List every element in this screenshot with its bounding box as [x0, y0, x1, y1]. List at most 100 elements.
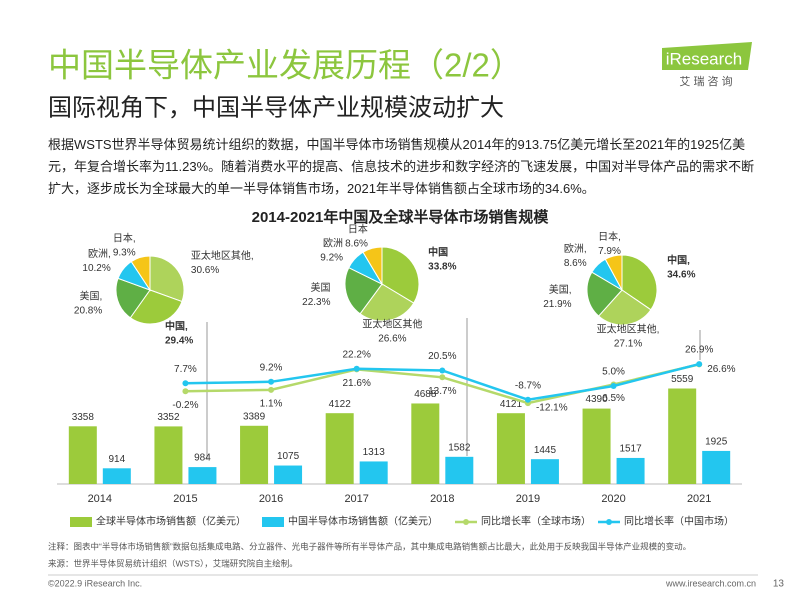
line-marker [182, 380, 189, 387]
pie-slice [604, 254, 623, 291]
bar [702, 450, 731, 484]
pie-slice [129, 289, 183, 325]
bar [411, 403, 440, 484]
x-tick-label: 2014 [88, 493, 112, 505]
x-tick-label: 2017 [344, 493, 368, 505]
bar-value-label: 1075 [277, 451, 300, 462]
copyright: ©2022.9 iResearch Inc. [48, 578, 142, 588]
pie-category-label: 亚太地区其他, [191, 249, 254, 262]
bar [496, 413, 525, 484]
x-tick-label: 2018 [430, 493, 454, 505]
line-value-label: -12.1% [536, 403, 568, 414]
line-value-label: 13.7% [428, 386, 456, 397]
bar-value-label: 4688 [414, 389, 437, 400]
pie-category-label: 中国, [165, 320, 188, 333]
line-value-label: 9.2% [260, 362, 283, 373]
pie-value-label: 7.9% [598, 246, 621, 257]
pie-value-label: 26.6% [378, 334, 406, 345]
line-marker [182, 388, 189, 395]
line-value-label: 26.6% [707, 364, 735, 375]
line-value-label: 6.5% [602, 393, 625, 404]
pie-slice [621, 254, 658, 311]
x-tick-label: 2015 [173, 493, 197, 505]
legend-swatch [70, 517, 92, 527]
pie-category-label: 日本, [113, 232, 136, 245]
bar [102, 468, 131, 484]
line-value-label: 26.9% [685, 345, 713, 356]
bar-value-label: 1445 [534, 445, 557, 456]
pie-value-label: 9.2% [320, 252, 343, 263]
bar [154, 426, 183, 484]
bar [616, 457, 645, 484]
pie-value-label: 21.9% [543, 299, 571, 310]
pie-value-label: 8.6% [564, 258, 587, 269]
line-marker [696, 361, 703, 368]
pie-value-label: 22.3% [302, 297, 330, 308]
line-value-label: 21.6% [343, 378, 371, 389]
pie-value-label: 30.6% [191, 265, 219, 276]
bar [582, 408, 611, 484]
website: www.iresearch.com.cn [665, 578, 756, 588]
pie-slice [359, 283, 415, 322]
note: 注释：图表中“半导体市场销售额”数据包括集成电路、分立器件、光电子器件等所有半导… [48, 541, 691, 551]
bar-value-label: 3352 [157, 412, 180, 423]
line-value-label: -0.2% [172, 400, 198, 411]
pie-value-label: 33.8% [428, 262, 456, 273]
logo: iResearch [666, 49, 743, 68]
bar [274, 465, 303, 484]
pie-value-label: 8.6% [345, 238, 368, 249]
legend-swatch [262, 517, 284, 527]
pie-slice [362, 246, 383, 286]
pie-category-label: 亚太地区其他, [597, 322, 660, 335]
x-tick-label: 2016 [259, 493, 283, 505]
legend-label: 全球半导体市场销售额（亿美元） [96, 515, 246, 528]
legend-swatch [606, 519, 612, 525]
legend-label: 同比增长率（中国市场） [624, 515, 734, 528]
pie-category-label: 中国 [428, 246, 448, 259]
pie-value-label: 29.4% [165, 336, 193, 347]
pie-slice [149, 255, 185, 303]
bar [359, 461, 388, 484]
x-tick-label: 2020 [601, 493, 625, 505]
pie-value-label: 9.3% [113, 248, 136, 259]
pie-category-label: 欧洲, [88, 248, 111, 260]
pie-category-label: 日本, [598, 230, 621, 243]
logo-background [662, 42, 752, 70]
slide-title: 中国半导体产业发展历程（2/2） [48, 47, 523, 84]
pie-category-label: 亚太地区其他 [362, 318, 422, 331]
bar-value-label: 1582 [448, 442, 471, 453]
line-marker [353, 365, 360, 372]
bar-value-label: 914 [108, 454, 125, 465]
line-value-label: 5.0% [602, 367, 625, 378]
page-number: 13 [773, 579, 785, 590]
bar [188, 467, 217, 484]
pie-value-label: 20.8% [74, 305, 102, 316]
bar [325, 413, 354, 484]
line-marker [524, 396, 531, 403]
line-marker [439, 367, 446, 374]
pie-category-label: 中国, [667, 254, 690, 267]
legend-label: 同比增长率（全球市场） [481, 515, 591, 528]
line-value-label: 20.5% [428, 351, 456, 362]
line-value-label: 22.2% [343, 349, 371, 360]
line-value-label: 7.7% [174, 364, 197, 375]
pie-slice [115, 277, 151, 319]
line-value-label: -8.7% [515, 380, 541, 391]
line-marker [268, 378, 275, 385]
bar-value-label: 1517 [619, 444, 642, 455]
logo-cn: 艾 瑞 咨 询 [679, 74, 732, 88]
pie-slice [344, 266, 383, 315]
pie-value-label: 34.6% [667, 270, 695, 281]
legend-label: 中国半导体市场销售额（亿美元） [288, 515, 438, 528]
pie-value-label: 10.2% [82, 263, 110, 274]
pie-slice [130, 255, 151, 292]
line-marker [268, 386, 275, 393]
bar-value-label: 4122 [329, 399, 352, 410]
pie-category-label: 美国, [549, 283, 572, 296]
pie-category-label: 欧洲, [564, 243, 587, 255]
bar-value-label: 1313 [363, 447, 386, 458]
bar [668, 388, 697, 484]
pie-category-label: 日本 [348, 222, 368, 235]
pie-value-label: 27.1% [614, 338, 642, 349]
line-marker [610, 383, 617, 389]
